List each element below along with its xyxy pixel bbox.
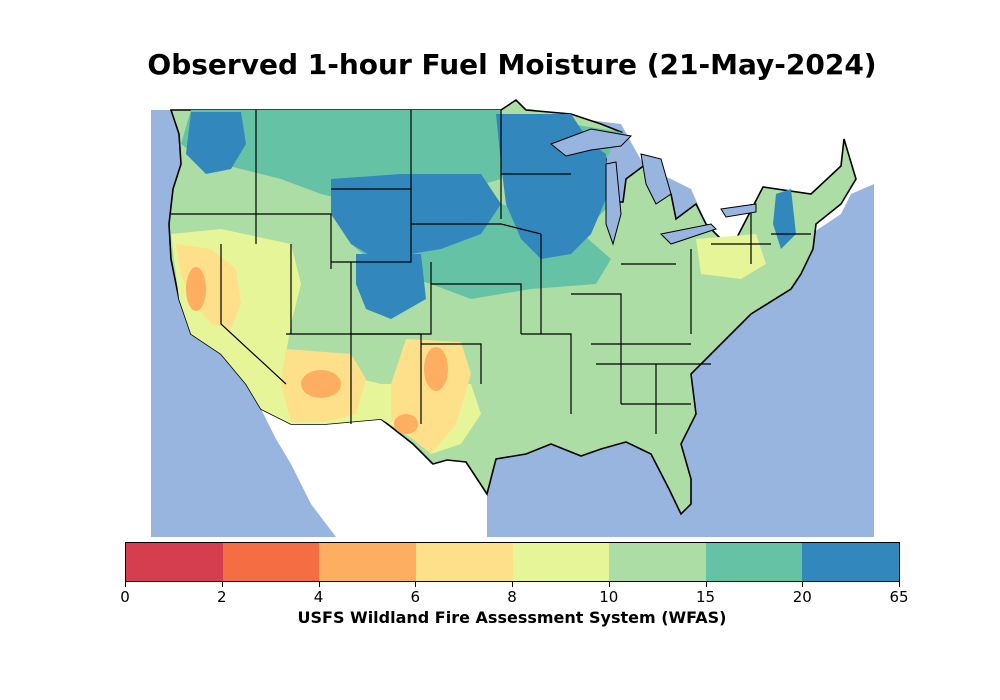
colorbar-tick-label: 2 bbox=[216, 588, 227, 606]
colorbar-tick bbox=[318, 582, 320, 587]
mexico-landmass bbox=[261, 409, 487, 537]
colorbar-tick bbox=[608, 582, 610, 587]
zone-8-10-california bbox=[176, 244, 241, 329]
colorbar-tick-label: 65 bbox=[889, 588, 909, 606]
zone-20-65-wyoming bbox=[331, 174, 501, 259]
map-title: Observed 1-hour Fuel Moisture (21-May-20… bbox=[147, 48, 877, 81]
colorbar-tick-label: 10 bbox=[599, 588, 619, 606]
state-borders bbox=[171, 110, 811, 434]
source-caption: USFS Wildland Fire Assessment System (WF… bbox=[297, 608, 727, 627]
zone-20-65-colorado bbox=[356, 254, 426, 319]
colorbar-tick-label: 0 bbox=[120, 588, 130, 606]
colorbar-tick bbox=[512, 582, 513, 587]
colorbar-tick-label: 4 bbox=[313, 588, 324, 606]
colorbar-tick bbox=[899, 582, 900, 587]
zone-6-8-westtexas bbox=[394, 414, 418, 434]
fuel-moisture-map bbox=[151, 84, 874, 537]
lake-michigan bbox=[605, 161, 622, 246]
zone-6-8-arizona bbox=[301, 370, 341, 398]
colorbar-tick bbox=[705, 582, 707, 587]
lake-ontario bbox=[720, 203, 757, 218]
colorbar-swatch bbox=[802, 543, 899, 581]
colorbar-tick bbox=[802, 582, 804, 587]
canada-landmass bbox=[151, 84, 874, 249]
lake-superior bbox=[550, 128, 633, 157]
colorbar-tick bbox=[415, 582, 417, 587]
colorbar-ticks: 0 2 4 6 8 10 15 20 65 bbox=[120, 582, 909, 606]
colorbar-swatch bbox=[609, 543, 706, 581]
colorbar-tick bbox=[125, 582, 126, 587]
colorbar-swatch bbox=[705, 543, 803, 581]
colorbar bbox=[125, 542, 900, 582]
colorbar-swatch bbox=[512, 543, 610, 581]
zone-10-15-pa bbox=[696, 234, 766, 279]
zone-20-65-washington bbox=[186, 112, 246, 174]
zone-6-8-california bbox=[186, 267, 206, 311]
colorbar-tick-label: 8 bbox=[507, 588, 517, 606]
lake-huron bbox=[640, 153, 672, 205]
zone-6-8-newmexico bbox=[424, 347, 448, 391]
colorbar-swatch bbox=[415, 543, 513, 581]
colorbar-tick-label: 6 bbox=[410, 588, 421, 606]
colorbar-tick bbox=[221, 582, 223, 587]
colorbar-swatch bbox=[319, 543, 416, 581]
colorbar-tick-label: 15 bbox=[695, 588, 716, 606]
lake-erie bbox=[659, 223, 717, 245]
colorbar-swatch bbox=[222, 543, 320, 581]
colorbar-tick-label: 20 bbox=[792, 588, 812, 606]
colorbar-swatch bbox=[126, 543, 223, 581]
